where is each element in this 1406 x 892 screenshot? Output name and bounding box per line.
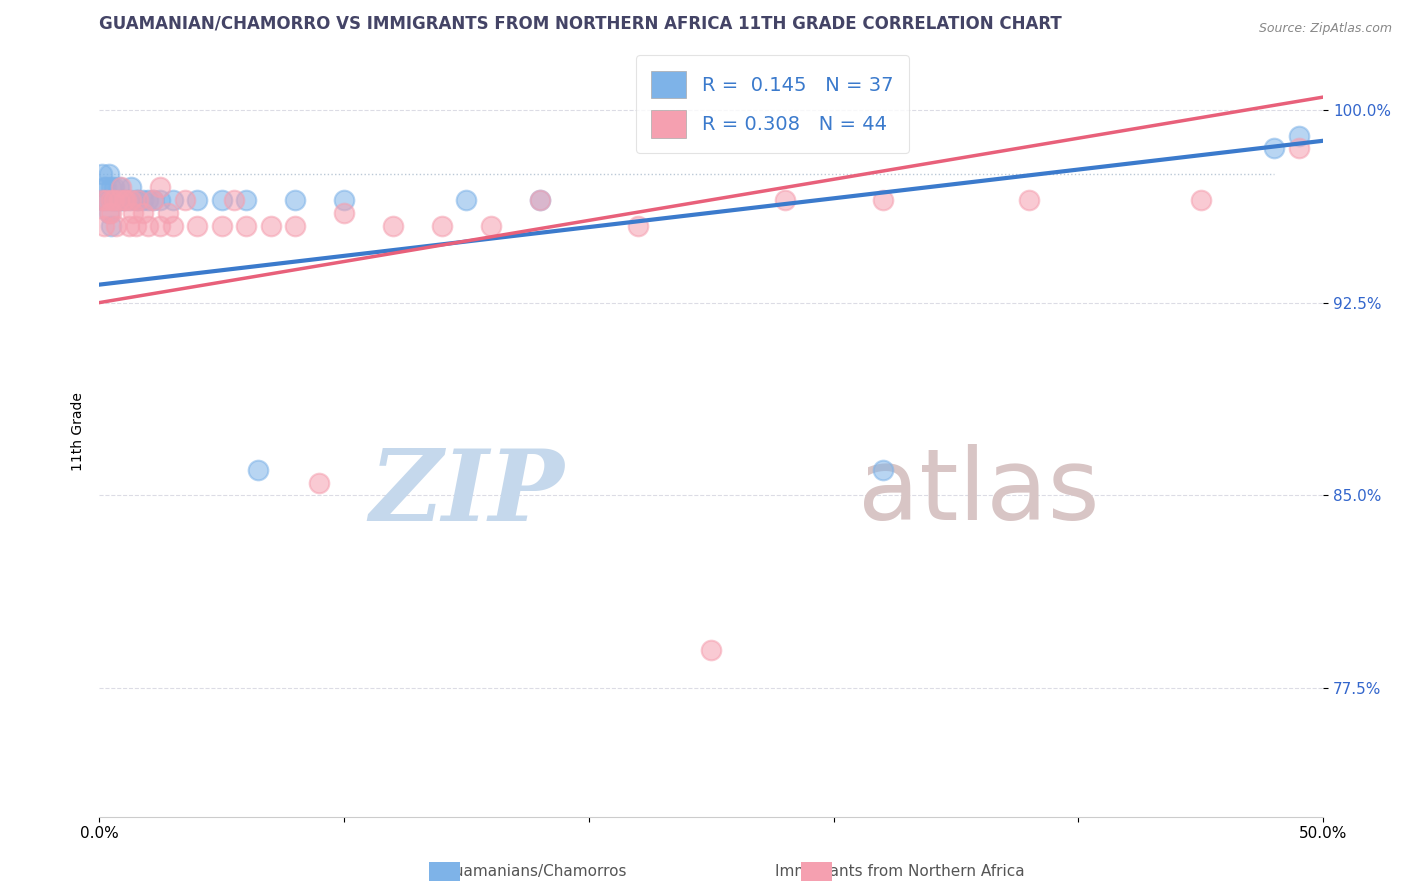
- Point: [247, 463, 270, 477]
- Point: [136, 193, 159, 207]
- Point: [125, 193, 148, 207]
- Point: [96, 193, 118, 207]
- Point: [90, 193, 112, 207]
- Point: [110, 193, 132, 207]
- Point: [96, 180, 118, 194]
- Point: [1189, 193, 1212, 207]
- Point: [700, 642, 723, 657]
- Point: [872, 193, 894, 207]
- Point: [456, 193, 478, 207]
- Point: [222, 193, 245, 207]
- Point: [186, 219, 208, 233]
- Point: [173, 193, 195, 207]
- Point: [211, 219, 233, 233]
- Point: [333, 193, 356, 207]
- Point: [90, 167, 112, 181]
- Point: [149, 219, 172, 233]
- Point: [120, 193, 142, 207]
- Point: [107, 180, 129, 194]
- Point: [235, 219, 257, 233]
- Point: [529, 193, 551, 207]
- Point: [117, 219, 139, 233]
- Point: [112, 193, 135, 207]
- Text: atlas: atlas: [858, 444, 1099, 541]
- Point: [93, 180, 115, 194]
- Point: [149, 180, 172, 194]
- Point: [1288, 141, 1310, 155]
- Point: [97, 205, 120, 219]
- Point: [186, 193, 208, 207]
- Text: GUAMANIAN/CHAMORRO VS IMMIGRANTS FROM NORTHERN AFRICA 11TH GRADE CORRELATION CHA: GUAMANIAN/CHAMORRO VS IMMIGRANTS FROM NO…: [100, 15, 1062, 33]
- Point: [149, 193, 172, 207]
- Point: [100, 205, 122, 219]
- Point: [100, 219, 122, 233]
- Text: Immigrants from Northern Africa: Immigrants from Northern Africa: [775, 863, 1025, 879]
- Y-axis label: 11th Grade: 11th Grade: [72, 392, 86, 471]
- Point: [120, 180, 142, 194]
- Point: [127, 193, 149, 207]
- Point: [103, 180, 125, 194]
- Point: [132, 193, 155, 207]
- Point: [93, 219, 115, 233]
- Point: [107, 193, 129, 207]
- Point: [103, 193, 125, 207]
- Point: [96, 193, 118, 207]
- Point: [142, 193, 165, 207]
- Point: [284, 193, 307, 207]
- Point: [156, 205, 179, 219]
- Point: [162, 193, 184, 207]
- Point: [105, 219, 128, 233]
- Point: [97, 205, 120, 219]
- Text: ZIP: ZIP: [370, 444, 564, 541]
- Point: [1018, 193, 1040, 207]
- Point: [872, 463, 894, 477]
- Point: [235, 193, 257, 207]
- Point: [627, 219, 650, 233]
- Point: [259, 219, 281, 233]
- Point: [97, 167, 120, 181]
- Point: [115, 193, 138, 207]
- Point: [90, 193, 112, 207]
- Point: [529, 193, 551, 207]
- Point: [333, 205, 356, 219]
- Legend: R =  0.145   N = 37, R = 0.308   N = 44: R = 0.145 N = 37, R = 0.308 N = 44: [636, 55, 910, 153]
- Point: [117, 193, 139, 207]
- Point: [308, 475, 330, 490]
- Point: [110, 180, 132, 194]
- Point: [1263, 141, 1285, 155]
- Point: [125, 219, 148, 233]
- Point: [127, 193, 149, 207]
- Point: [103, 193, 125, 207]
- Point: [381, 219, 404, 233]
- Point: [479, 219, 502, 233]
- Point: [100, 193, 122, 207]
- Point: [773, 193, 796, 207]
- Point: [284, 219, 307, 233]
- Point: [211, 193, 233, 207]
- Point: [132, 205, 155, 219]
- Point: [107, 193, 129, 207]
- Point: [430, 219, 453, 233]
- Point: [136, 219, 159, 233]
- Point: [142, 193, 165, 207]
- Point: [100, 193, 122, 207]
- Point: [1288, 128, 1310, 143]
- Text: Source: ZipAtlas.com: Source: ZipAtlas.com: [1258, 22, 1392, 36]
- Point: [105, 193, 128, 207]
- Point: [162, 219, 184, 233]
- Text: Guamanians/Chamorros: Guamanians/Chamorros: [441, 863, 627, 879]
- Point: [100, 180, 122, 194]
- Point: [112, 193, 135, 207]
- Point: [122, 205, 145, 219]
